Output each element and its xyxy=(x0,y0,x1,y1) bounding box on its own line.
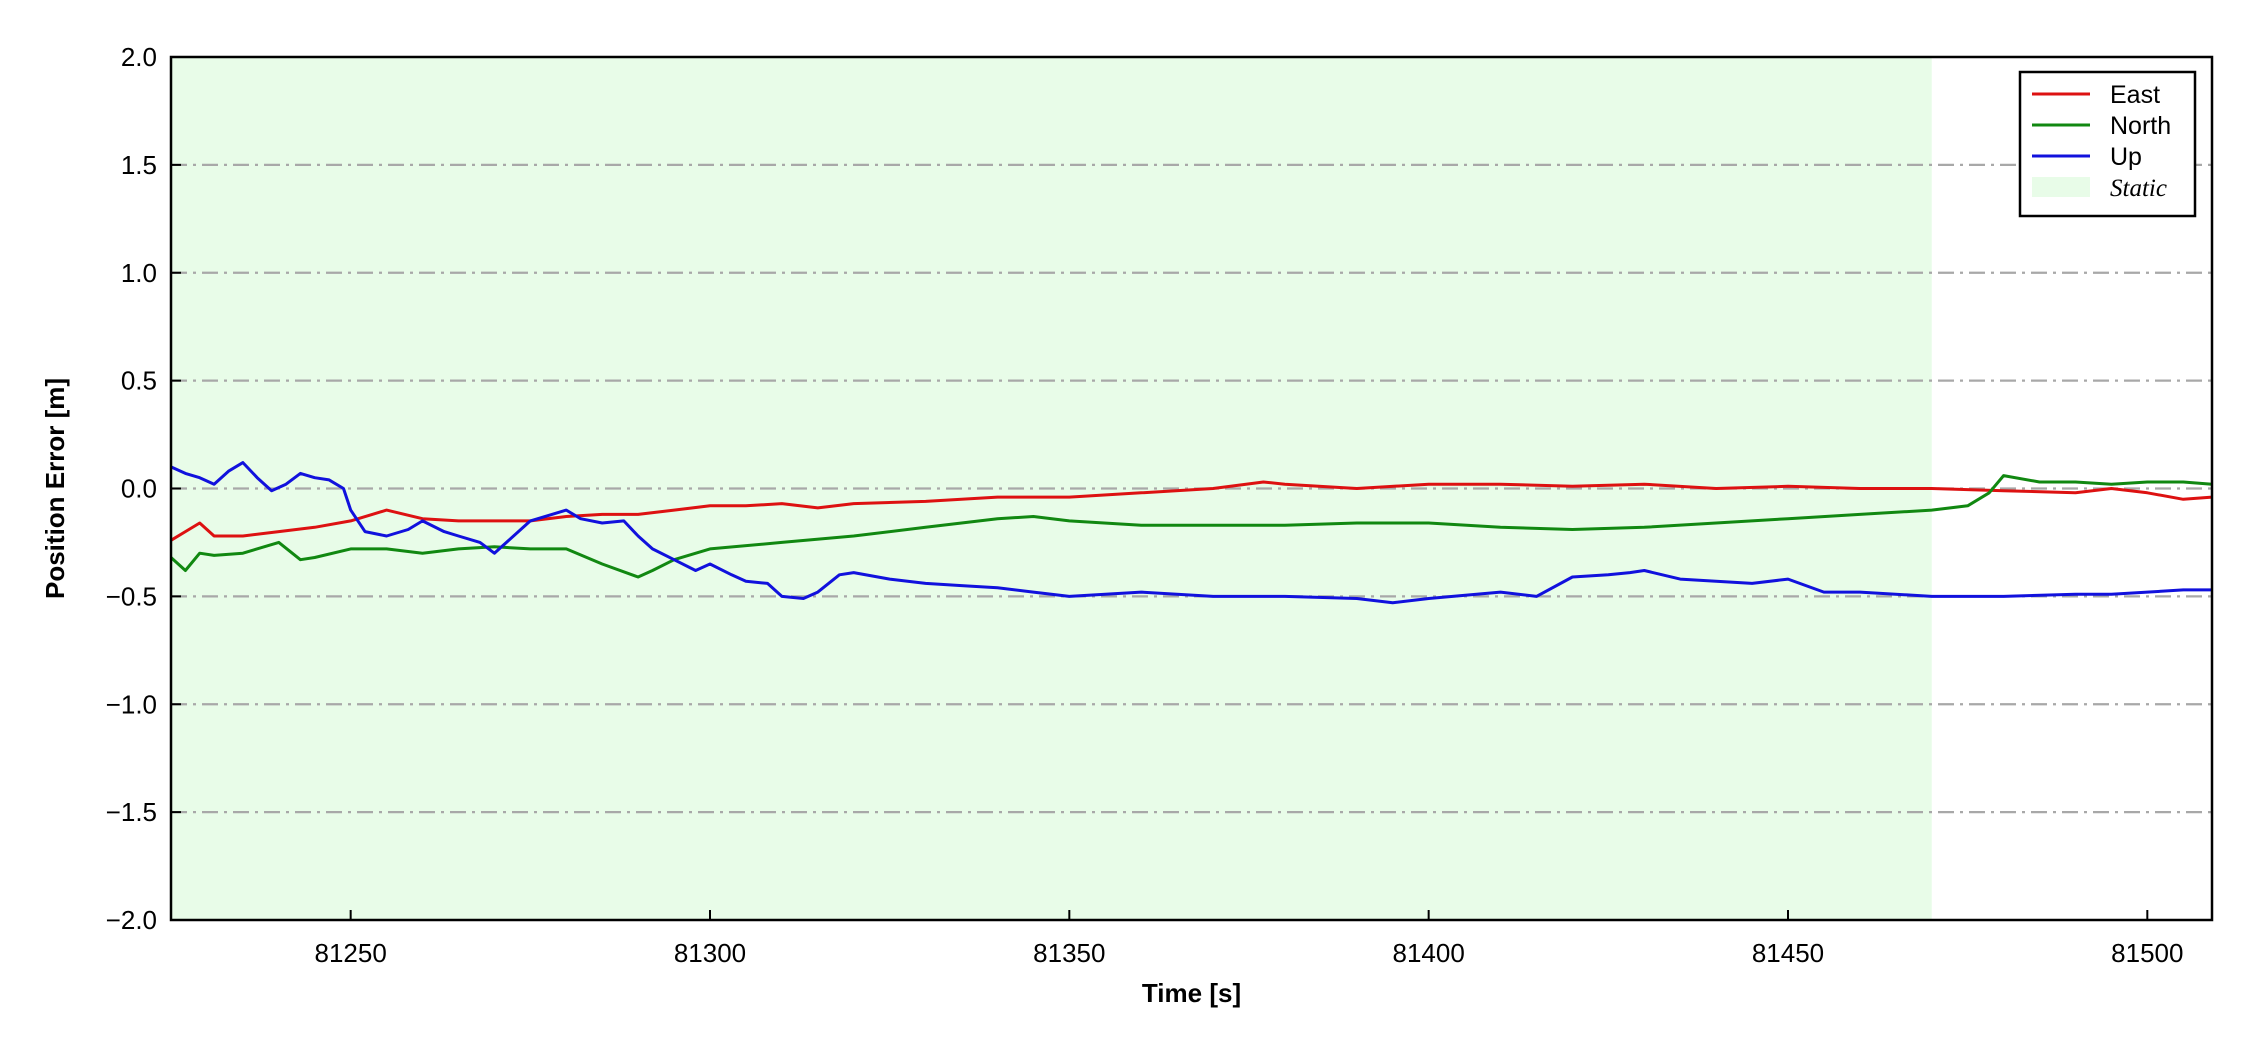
y-axis-label: Position Error [m] xyxy=(40,378,70,599)
x-tick-label: 81400 xyxy=(1393,938,1465,968)
series-lines xyxy=(169,461,2213,605)
y-tick-label: −1.5 xyxy=(106,797,157,827)
legend-swatch-static xyxy=(2032,177,2090,197)
x-tick-label: 81250 xyxy=(315,938,387,968)
legend-label-east: East xyxy=(2110,81,2160,109)
legend-label-up: Up xyxy=(2110,143,2142,171)
y-axis-ticks: −2.0 −1.5 −1.0 −0.5 0.0 0.5 1.0 1.5 2.0 xyxy=(106,42,181,935)
x-axis-label: Time [s] xyxy=(1142,978,1241,1008)
y-tick-label: 0.0 xyxy=(121,474,157,504)
series-line-up xyxy=(170,461,2212,605)
y-tick-label: 1.0 xyxy=(121,258,157,288)
x-tick-label: 81350 xyxy=(1033,938,1105,968)
x-tick-label: 81450 xyxy=(1752,938,1824,968)
plot-area xyxy=(169,55,2214,922)
y-tick-label: 2.0 xyxy=(121,42,157,72)
y-tick-label: −1.0 xyxy=(106,689,157,719)
legend: East North Up Static xyxy=(2018,70,2197,218)
legend-label-north: North xyxy=(2110,112,2171,140)
x-tick-label: 81300 xyxy=(674,938,746,968)
y-tick-label: 1.5 xyxy=(121,150,157,180)
y-tick-label: −2.0 xyxy=(106,905,157,935)
legend-items: East North Up Static xyxy=(2032,81,2171,202)
series-line-north xyxy=(169,474,2213,579)
legend-label-static: Static xyxy=(2110,175,2167,202)
y-tick-label: −0.5 xyxy=(106,581,157,611)
x-axis-ticks: 81250 81300 81350 81400 81450 81500 xyxy=(315,910,2183,968)
y-tick-label: 0.5 xyxy=(121,366,157,396)
x-tick-label: 81500 xyxy=(2111,938,2183,968)
